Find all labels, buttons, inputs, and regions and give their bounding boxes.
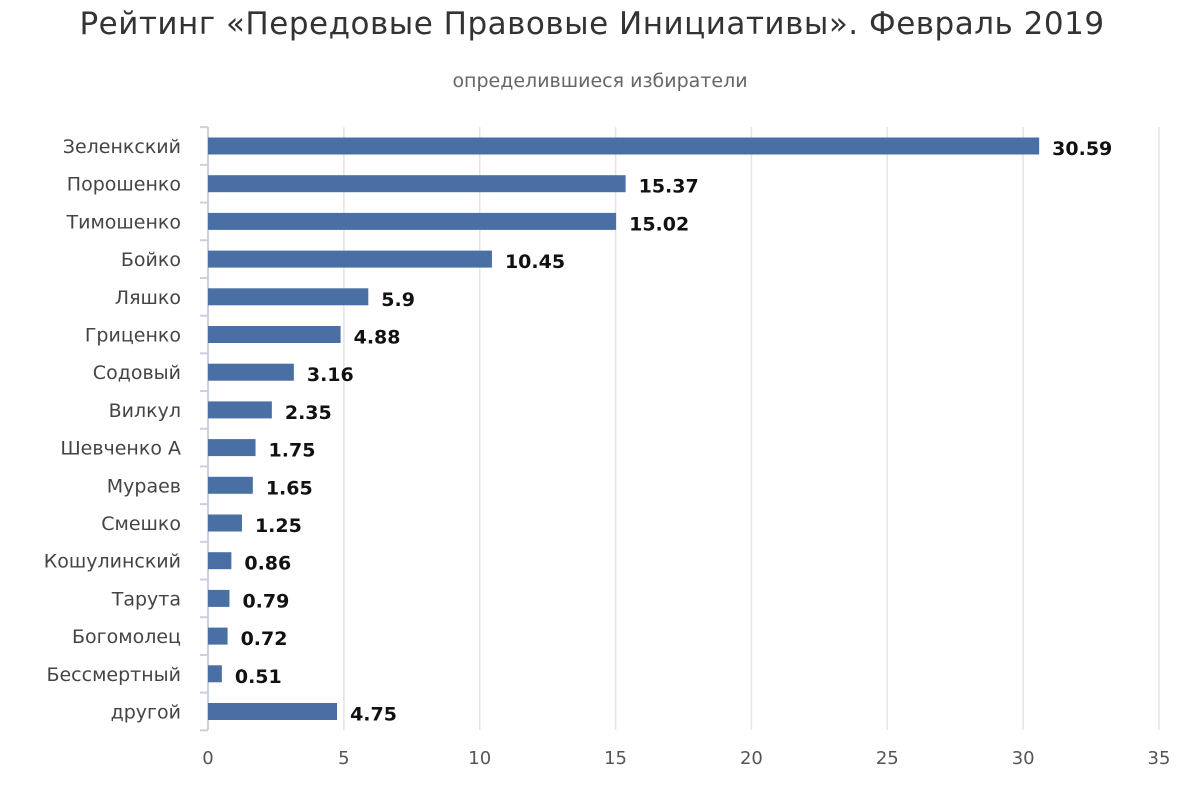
bar: [208, 137, 1040, 155]
category-label: Тимошенко: [65, 211, 181, 233]
value-label: 15.02: [629, 213, 689, 235]
category-label: Мураев: [107, 475, 181, 497]
bar: [208, 326, 341, 343]
category-label: Вилкул: [109, 400, 181, 422]
bar: [208, 665, 222, 683]
bar: [208, 439, 256, 457]
category-label: Гриценко: [85, 325, 181, 347]
chart-title: Рейтинг «Передовые Правовые Инициативы».…: [79, 6, 1105, 42]
value-label: 4.75: [350, 704, 397, 726]
category-label: Порошенко: [67, 174, 181, 196]
bar: [208, 212, 617, 230]
bar: [208, 703, 338, 720]
category-label: Содовый: [93, 362, 181, 384]
category-label: Смешко: [101, 513, 181, 535]
x-tick-label: 20: [740, 748, 763, 769]
value-label: 0.86: [244, 553, 291, 575]
bar: [208, 589, 230, 607]
value-label: 10.45: [505, 251, 565, 273]
bar: [208, 288, 369, 306]
bar: [208, 627, 228, 645]
category-label: другой: [111, 702, 181, 724]
value-label: 0.72: [241, 628, 288, 650]
category-label: Бойко: [121, 249, 181, 271]
x-tick-labels: 0 5 10 15 20 25 30 35: [202, 748, 1170, 769]
value-label: 1.25: [255, 515, 302, 537]
value-label: 3.16: [307, 364, 354, 386]
value-label: 1.75: [269, 440, 316, 462]
x-tick-label: 0: [202, 748, 213, 769]
x-tick-label: 5: [338, 748, 349, 769]
category-label: Зеленкский: [63, 136, 181, 158]
bar: [208, 363, 294, 381]
bar: [208, 175, 626, 193]
x-tick-label: 10: [468, 748, 491, 769]
category-label: Шевченко А: [60, 438, 181, 460]
chart-subtitle: определившиеся избиратели: [452, 70, 748, 92]
bar: [208, 401, 272, 419]
value-label: 4.88: [354, 327, 401, 349]
category-axis: [200, 126, 209, 732]
bar: [208, 514, 242, 532]
category-label: Тарута: [111, 588, 181, 610]
value-label: 30.59: [1052, 138, 1112, 160]
value-label: 0.51: [235, 666, 282, 688]
value-label: 2.35: [285, 402, 332, 424]
value-label: 1.65: [266, 477, 313, 499]
category-label: Кошулинский: [44, 551, 181, 573]
bar: [208, 476, 253, 494]
bars-group: [208, 137, 1040, 720]
category-label: Бессмертный: [46, 664, 181, 686]
x-tick-label: 25: [876, 748, 899, 769]
x-tick-label: 30: [1012, 748, 1035, 769]
value-labels: 30.59 15.37 15.02 10.45 5.9 4.883.16 2.35 1.75 1…: [235, 138, 1112, 726]
category-labels: Зеленкский Порошенко Тимошенко Бойко Ляшко Гр…: [44, 136, 181, 724]
grid-lines: [343, 127, 1160, 730]
value-label: 0.79: [242, 590, 289, 612]
value-label: 5.9: [381, 289, 415, 311]
category-label: Ляшко: [115, 287, 181, 309]
value-label: 15.37: [639, 176, 699, 198]
x-tick-label: 35: [1148, 748, 1171, 769]
x-tick-label: 15: [604, 748, 627, 769]
bar: [208, 552, 232, 570]
category-label: Богомолец: [72, 626, 181, 648]
bar: [208, 250, 492, 268]
